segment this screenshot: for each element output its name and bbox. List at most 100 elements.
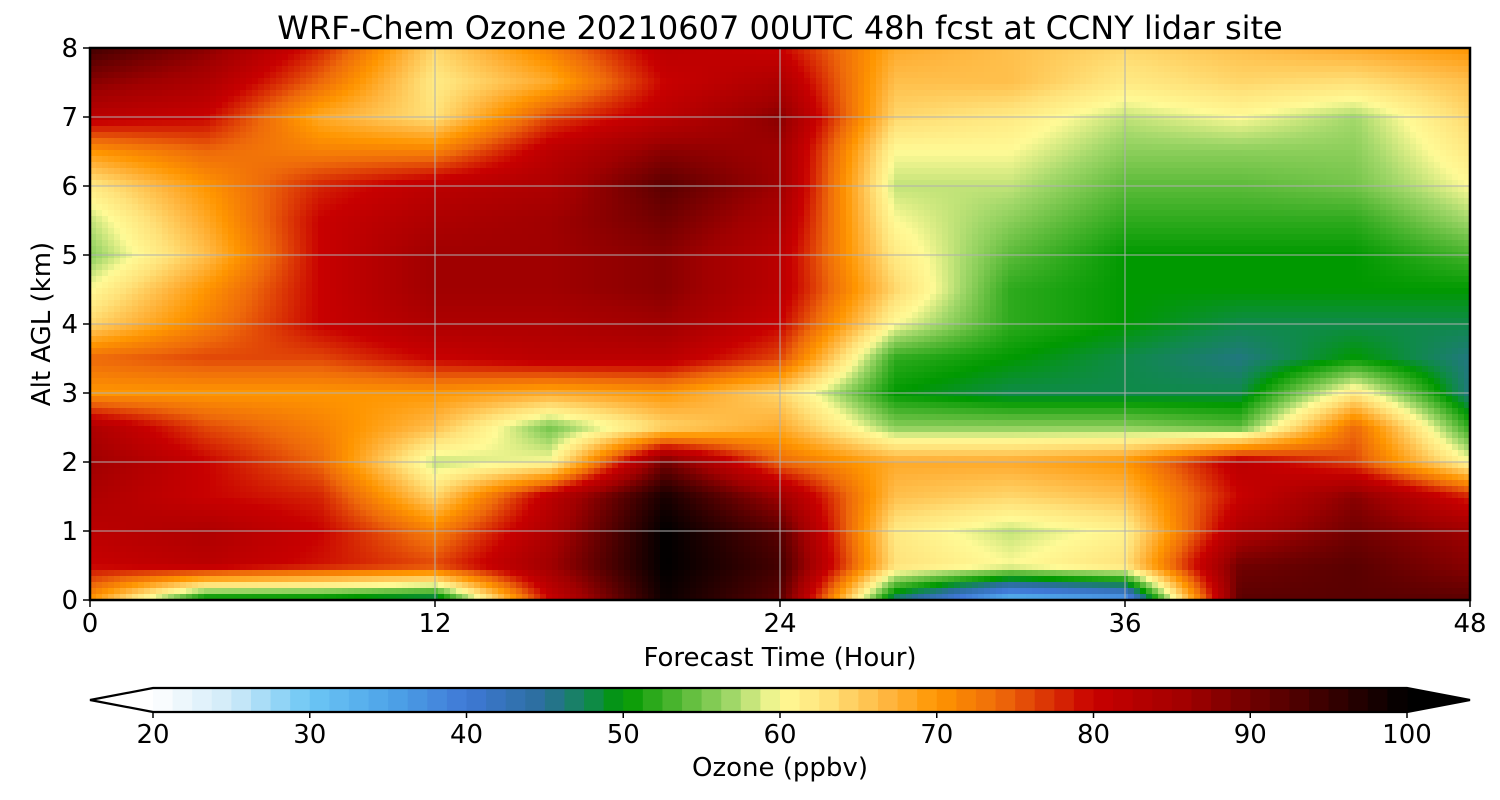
field-cell [858,66,865,73]
field-cell [408,138,415,145]
field-cell [90,66,97,73]
field-cell [1374,102,1381,109]
field-cell [828,168,835,175]
field-cell [246,174,253,181]
field-cell [468,108,475,115]
field-cell [522,126,529,133]
field-cell [582,168,589,175]
field-cell [768,150,775,157]
field-cell [744,84,751,91]
field-cell [1332,162,1339,169]
field-cell [810,138,817,145]
field-cell [1176,144,1183,151]
field-cell [456,66,463,73]
field-cell [1392,102,1399,109]
field-cell [1164,138,1171,145]
field-cell [756,54,763,61]
field-cell [564,174,571,181]
field-cell [984,162,991,169]
field-cell [1302,162,1309,169]
field-cell [486,72,493,79]
field-cell [438,96,445,103]
field-cell [1050,162,1057,169]
field-cell [384,78,391,85]
field-cell [792,174,799,181]
field-cell [108,90,115,97]
field-cell [1242,126,1249,133]
field-cell [450,72,457,79]
field-cell [1458,156,1465,163]
field-cell [738,150,745,157]
field-cell [318,132,325,139]
field-cell [810,84,817,91]
field-cell [1398,84,1405,91]
field-cell [924,150,931,157]
field-cell [732,120,739,127]
field-cell [582,78,589,85]
field-cell [1032,84,1039,91]
field-cell [348,72,355,79]
field-cell [1362,90,1369,97]
field-cell [426,162,433,169]
field-cell [1002,126,1009,133]
field-cell [690,96,697,103]
field-cell [270,60,277,67]
field-cell [912,156,919,163]
field-cell [1428,108,1435,115]
field-cell [498,108,505,115]
field-cell [162,48,169,55]
field-cell [204,168,211,175]
field-cell [600,84,607,91]
field-cell [816,162,823,169]
field-cell [540,174,547,181]
field-cell [252,108,259,115]
field-cell [564,84,571,91]
field-cell [480,48,487,55]
field-cell [1356,144,1363,151]
field-cell [816,120,823,127]
field-cell [444,84,451,91]
field-cell [138,150,145,157]
field-cell [762,84,769,91]
field-cell [816,144,823,151]
field-cell [786,138,793,145]
field-cell [252,96,259,103]
field-cell [336,138,343,145]
field-cell [1320,78,1327,85]
field-cell [1128,60,1135,67]
field-cell [1014,84,1021,91]
field-cell [102,138,109,145]
field-cell [858,108,865,115]
field-cell [534,66,541,73]
field-cell [336,66,343,73]
field-cell [720,78,727,85]
field-cell [906,96,913,103]
field-cell [414,126,421,133]
field-cell [444,60,451,67]
field-cell [870,72,877,79]
field-cell [762,150,769,157]
field-cell [300,162,307,169]
field-cell [222,60,229,67]
field-cell [888,90,895,97]
field-cell [342,120,349,127]
field-cell [1230,96,1237,103]
field-cell [918,174,925,181]
field-cell [1074,54,1081,61]
field-cell [132,168,139,175]
field-cell [1194,96,1201,103]
field-cell [306,168,313,175]
field-cell [300,144,307,151]
field-cell [168,174,175,181]
field-cell [1284,96,1291,103]
field-cell [1002,144,1009,151]
field-cell [1230,72,1237,79]
field-cell [804,132,811,139]
field-cell [252,162,259,169]
field-cell [960,150,967,157]
field-cell [354,174,361,181]
field-cell [1044,66,1051,73]
field-cell [1416,126,1423,133]
field-cell [930,102,937,109]
field-cell [1236,126,1243,133]
